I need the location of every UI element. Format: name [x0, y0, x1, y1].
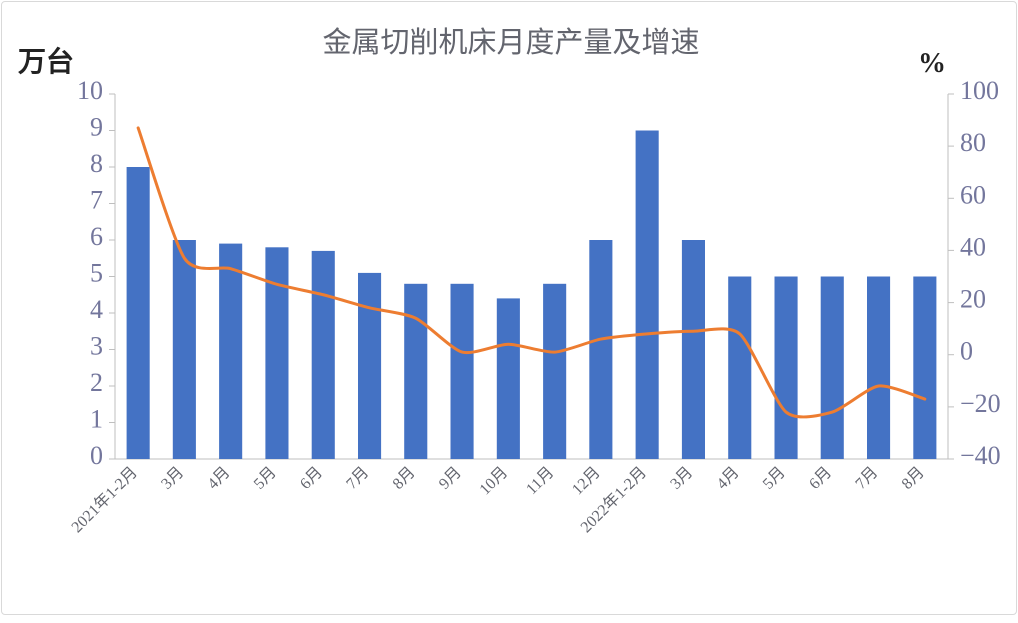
svg-text:−40: −40 [960, 441, 1001, 470]
svg-text:10月: 10月 [477, 464, 512, 499]
svg-text:5月: 5月 [760, 464, 789, 493]
svg-text:9: 9 [90, 113, 103, 142]
svg-text:11月: 11月 [523, 464, 557, 498]
svg-text:7: 7 [90, 186, 103, 215]
svg-text:0: 0 [960, 337, 973, 366]
svg-text:3月: 3月 [158, 464, 187, 493]
svg-text:4: 4 [90, 295, 103, 324]
svg-text:2: 2 [90, 368, 103, 397]
svg-text:20: 20 [960, 285, 986, 314]
svg-text:8: 8 [90, 149, 103, 178]
svg-text:5: 5 [90, 259, 103, 288]
svg-text:3: 3 [90, 332, 103, 361]
svg-text:9月: 9月 [436, 464, 465, 493]
svg-text:6: 6 [90, 222, 103, 251]
svg-text:12月: 12月 [569, 464, 604, 499]
svg-text:4月: 4月 [714, 464, 743, 493]
svg-text:0: 0 [90, 441, 103, 470]
svg-text:8月: 8月 [899, 464, 928, 493]
svg-text:7月: 7月 [852, 464, 881, 493]
svg-text:5月: 5月 [251, 464, 280, 493]
svg-text:40: 40 [960, 232, 986, 261]
svg-text:4月: 4月 [205, 464, 234, 493]
svg-text:6月: 6月 [297, 464, 326, 493]
svg-text:2021年1-2月: 2021年1-2月 [68, 463, 141, 536]
svg-text:8月: 8月 [390, 464, 419, 493]
svg-text:60: 60 [960, 180, 986, 209]
svg-text:100: 100 [960, 76, 999, 105]
svg-text:6月: 6月 [806, 464, 835, 493]
svg-text:1: 1 [90, 405, 103, 434]
svg-text:80: 80 [960, 128, 986, 157]
svg-text:10: 10 [77, 76, 103, 105]
svg-text:7月: 7月 [343, 464, 372, 493]
svg-text:−20: −20 [960, 389, 1001, 418]
svg-text:3月: 3月 [667, 464, 696, 493]
